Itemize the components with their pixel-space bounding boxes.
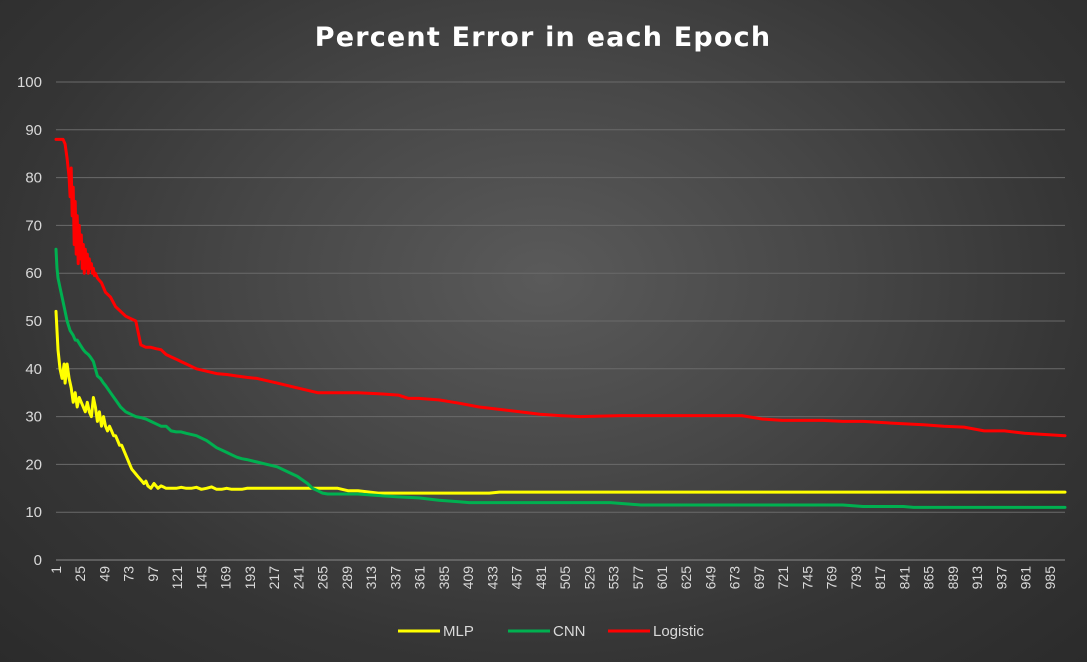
y-tick-label: 30 [25, 409, 42, 426]
x-tick-label: 169 [218, 566, 234, 590]
x-tick-label: 481 [533, 566, 549, 590]
y-tick-label: 50 [25, 313, 42, 330]
x-tick-label: 241 [290, 566, 306, 590]
x-tick-label: 913 [969, 566, 985, 590]
x-tick-label: 529 [581, 566, 597, 590]
x-tick-label: 889 [945, 566, 961, 590]
x-tick-label: 337 [387, 566, 403, 590]
x-tick-label: 49 [96, 566, 112, 582]
x-tick-label: 961 [1018, 566, 1034, 590]
x-tick-label: 865 [921, 566, 937, 590]
x-tick-label: 817 [872, 566, 888, 590]
x-tick-label: 265 [315, 566, 331, 590]
x-tick-label: 697 [751, 566, 767, 590]
x-tick-label: 313 [363, 566, 379, 590]
x-tick-label: 793 [848, 566, 864, 590]
legend-label: MLP [443, 623, 474, 640]
legend-item-mlp: MLP [398, 623, 474, 640]
x-tick-label: 553 [606, 566, 622, 590]
x-tick-label: 745 [799, 566, 815, 590]
x-tick-label: 1 [48, 566, 64, 574]
legend-item-logistic: Logistic [608, 623, 704, 640]
gridlines [56, 81, 1065, 561]
y-tick-label: 100 [17, 74, 42, 91]
legend: MLP CNN Logistic [398, 623, 704, 640]
x-tick-label: 289 [339, 566, 355, 590]
y-tick-label: 60 [25, 265, 42, 282]
x-tick-label: 457 [509, 566, 525, 590]
x-tick-label: 217 [266, 566, 282, 590]
x-tick-label: 409 [460, 566, 476, 590]
x-tick-label: 25 [72, 566, 88, 582]
x-tick-label: 577 [630, 566, 646, 590]
x-tick-label: 721 [775, 566, 791, 590]
x-tick-label: 649 [702, 566, 718, 590]
y-axis-ticks: 0 10 20 30 40 50 60 70 80 90 100 [17, 74, 42, 569]
x-tick-label: 385 [436, 566, 452, 590]
x-tick-label: 361 [412, 566, 428, 590]
x-tick-label: 97 [145, 566, 161, 582]
x-tick-label: 673 [727, 566, 743, 590]
y-tick-label: 70 [25, 217, 42, 234]
x-tick-label: 985 [1042, 566, 1058, 590]
x-tick-label: 73 [121, 566, 137, 582]
x-tick-label: 769 [824, 566, 840, 590]
series-line-logistic [54, 137, 1067, 438]
y-tick-label: 0 [34, 552, 42, 569]
chart-title: Percent Error in each Epoch [315, 22, 772, 53]
x-tick-label: 121 [169, 566, 185, 590]
x-tick-label: 937 [993, 566, 1009, 590]
series-line-cnn [54, 247, 1067, 509]
series-line-mlp [54, 309, 1067, 495]
x-tick-label: 841 [896, 566, 912, 590]
x-tick-label: 625 [678, 566, 694, 590]
y-tick-label: 20 [25, 456, 42, 473]
legend-label: Logistic [653, 623, 704, 640]
x-tick-label: 433 [484, 566, 500, 590]
legend-item-cnn: CNN [508, 623, 586, 640]
series-lines [54, 137, 1067, 509]
y-tick-label: 10 [25, 504, 42, 521]
y-tick-label: 80 [25, 170, 42, 187]
x-tick-label: 193 [242, 566, 258, 590]
legend-label: CNN [553, 623, 586, 640]
y-tick-label: 90 [25, 122, 42, 139]
x-tick-label: 145 [193, 566, 209, 590]
x-tick-label: 601 [654, 566, 670, 590]
y-tick-label: 40 [25, 361, 42, 378]
x-axis-ticks: 1 25 49 73 97 121 145 169 193 217 241 265 289 313 337 3… [48, 566, 1058, 590]
x-tick-label: 505 [557, 566, 573, 590]
